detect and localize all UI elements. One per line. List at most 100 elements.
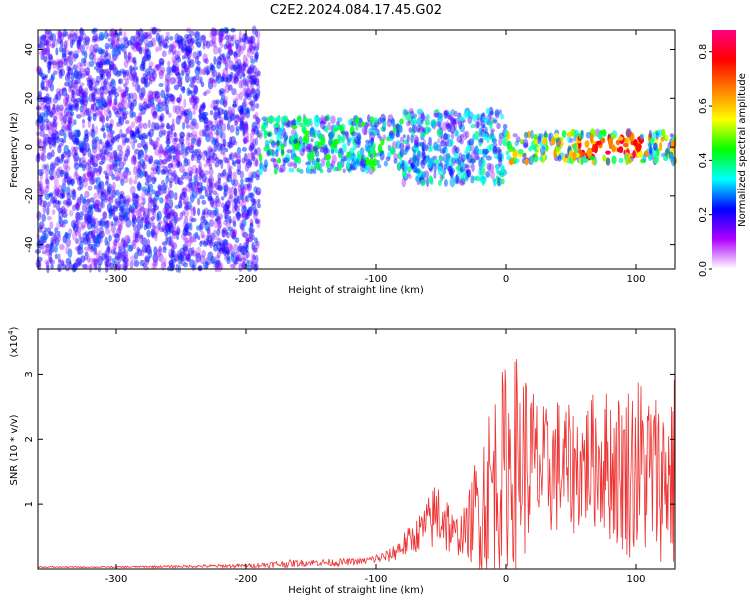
spectrogram-cell xyxy=(138,122,144,129)
spectrogram-cell xyxy=(132,92,138,102)
spectrogram-cell xyxy=(125,128,129,135)
spectrogram-cell xyxy=(249,66,254,76)
spectrogram-cell xyxy=(81,70,88,77)
spectrogram-cell xyxy=(640,133,645,140)
spectrogram-cell xyxy=(102,211,107,219)
spectrogram-cell xyxy=(175,105,181,115)
spectrogram-cell xyxy=(274,117,279,122)
spectrogram-cell xyxy=(236,147,242,155)
spectrogram-cell xyxy=(47,201,51,208)
spectrogram-cell xyxy=(203,66,207,76)
spectrogram-cell xyxy=(498,132,505,139)
spectrogram-cell xyxy=(48,43,55,48)
spectrogram-cell xyxy=(51,121,57,128)
spectrogram-y-axis-label: Frequency (Hz) xyxy=(9,112,20,188)
spectrogram-cell xyxy=(158,69,165,76)
spectrogram-cell xyxy=(100,113,104,122)
spectrogram-cell xyxy=(251,234,255,241)
spectrogram-cell xyxy=(112,215,119,221)
spectrogram-cell xyxy=(73,162,80,170)
spectrogram-cell xyxy=(231,88,237,96)
spectrogram-cell xyxy=(223,43,228,50)
spectrogram-cell xyxy=(143,152,148,162)
spectrogram-cell xyxy=(75,216,79,222)
spectrogram-cell xyxy=(211,136,215,146)
spectrogram-cell xyxy=(264,139,270,147)
spectrogram-cell xyxy=(38,212,43,218)
spectrogram-cell xyxy=(88,263,92,273)
spectrogram-cell xyxy=(211,156,216,164)
spectrogram-cell xyxy=(249,99,256,107)
spectrogram-cell xyxy=(168,35,174,41)
spectrogram-cell xyxy=(382,134,387,141)
spectrogram-cell xyxy=(224,200,231,210)
spectrogram-cell xyxy=(608,137,613,147)
spectrogram-cell xyxy=(241,188,245,197)
spectrogram-cell xyxy=(242,43,246,51)
spectrogram-cell xyxy=(158,130,163,138)
spectrogram-cell xyxy=(123,175,129,184)
spectrogram-cell xyxy=(390,146,396,156)
spectrogram-cell xyxy=(232,232,236,237)
spectrogram-cell xyxy=(377,117,382,125)
spectrogram-x-tick-label: 0 xyxy=(503,274,509,285)
spectrogram-cell xyxy=(59,112,64,122)
spectrogram-cell xyxy=(181,210,186,216)
spectrogram-cell xyxy=(201,101,206,112)
spectrogram-cell xyxy=(530,129,534,140)
spectrogram-cell xyxy=(168,112,172,118)
spectrogram-cell xyxy=(216,142,223,152)
spectrogram-cell xyxy=(152,259,159,267)
spectrogram-cell xyxy=(283,115,289,123)
spectrogram-cell xyxy=(227,115,233,123)
spectrogram-cell xyxy=(256,203,261,209)
spectrogram-cell xyxy=(67,33,72,40)
spectrogram-cell xyxy=(177,176,181,185)
spectrogram-cell xyxy=(40,46,47,56)
spectrogram-cell xyxy=(569,138,574,143)
spectrogram-cell xyxy=(314,145,318,151)
spectrogram-cell xyxy=(64,97,69,106)
spectrogram-cell xyxy=(72,82,77,90)
spectrogram-cell xyxy=(167,186,171,195)
spectrogram-cell xyxy=(174,149,180,156)
spectrogram-cell xyxy=(395,132,401,138)
spectrogram-cell xyxy=(530,156,534,164)
spectrogram-cell xyxy=(241,218,247,227)
spectrogram-cell xyxy=(154,93,158,102)
spectrogram-cell xyxy=(88,93,94,103)
spectrogram-cell xyxy=(342,143,347,153)
spectrogram-cell xyxy=(219,88,225,95)
spectrogram-cell xyxy=(106,183,113,193)
spectrogram-cell xyxy=(168,259,174,268)
spectrogram-cell xyxy=(107,245,111,255)
snr-background xyxy=(38,329,675,569)
spectrogram-cell xyxy=(83,264,90,270)
spectrogram-cell xyxy=(421,147,426,157)
spectrogram-cell xyxy=(464,149,469,155)
spectrogram-cell xyxy=(185,146,190,155)
spectrogram-cell xyxy=(197,60,201,65)
spectrogram-cell xyxy=(201,199,207,205)
spectrogram-cell xyxy=(205,124,210,131)
spectrogram-cell xyxy=(129,204,132,212)
spectrogram-cell xyxy=(557,154,562,162)
spectrogram-cell xyxy=(192,237,197,243)
spectrogram-cell xyxy=(154,149,160,156)
spectrogram-cell xyxy=(188,170,193,177)
spectrogram-cell xyxy=(123,211,128,218)
spectrogram-cell xyxy=(133,260,140,267)
spectrogram-cell xyxy=(117,249,124,257)
spectrogram-cell xyxy=(76,35,83,42)
spectrogram-cell xyxy=(57,31,63,39)
spectrogram-cell xyxy=(625,155,629,166)
spectrogram-cell xyxy=(260,124,266,132)
spectrogram-cell xyxy=(222,151,226,162)
spectrogram-cell xyxy=(81,51,86,56)
spectrogram-cell xyxy=(433,141,439,151)
spectrogram-cell xyxy=(112,106,117,111)
spectrogram-cell xyxy=(111,185,115,195)
spectrogram-cell xyxy=(523,131,529,139)
spectrogram-cell xyxy=(161,101,166,107)
spectrogram-cell xyxy=(189,177,193,185)
